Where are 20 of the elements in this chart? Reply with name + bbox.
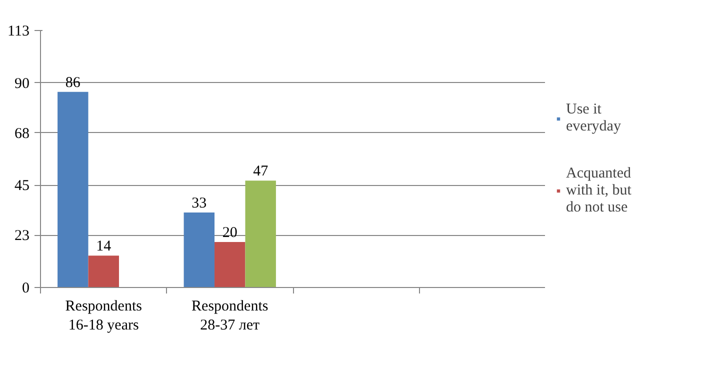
- y-tick-label: 45: [14, 178, 30, 194]
- data-label: 33: [192, 195, 207, 212]
- y-tick-label: 113: [8, 24, 30, 40]
- bar: [88, 256, 119, 288]
- x-tick-label: Respondents 16-18 years: [65, 298, 142, 334]
- legend-label: Use it everyday: [566, 101, 621, 135]
- x-tick-label: Respondents 28-37 лет: [192, 298, 268, 334]
- bar: [214, 242, 246, 288]
- y-tick-label: 90: [14, 76, 30, 92]
- data-label: 86: [65, 74, 81, 91]
- y-tick-label: 68: [14, 126, 30, 142]
- legend-label: Acquanted with it, but do not use: [566, 165, 632, 216]
- bar: [58, 92, 88, 288]
- data-label: 14: [96, 238, 112, 255]
- data-label: 47: [253, 164, 269, 180]
- bar: [245, 180, 276, 288]
- y-tick-label: 0: [22, 280, 30, 296]
- data-label: 20: [222, 225, 238, 242]
- bar: [184, 212, 215, 288]
- y-tick-label: 23: [14, 228, 30, 244]
